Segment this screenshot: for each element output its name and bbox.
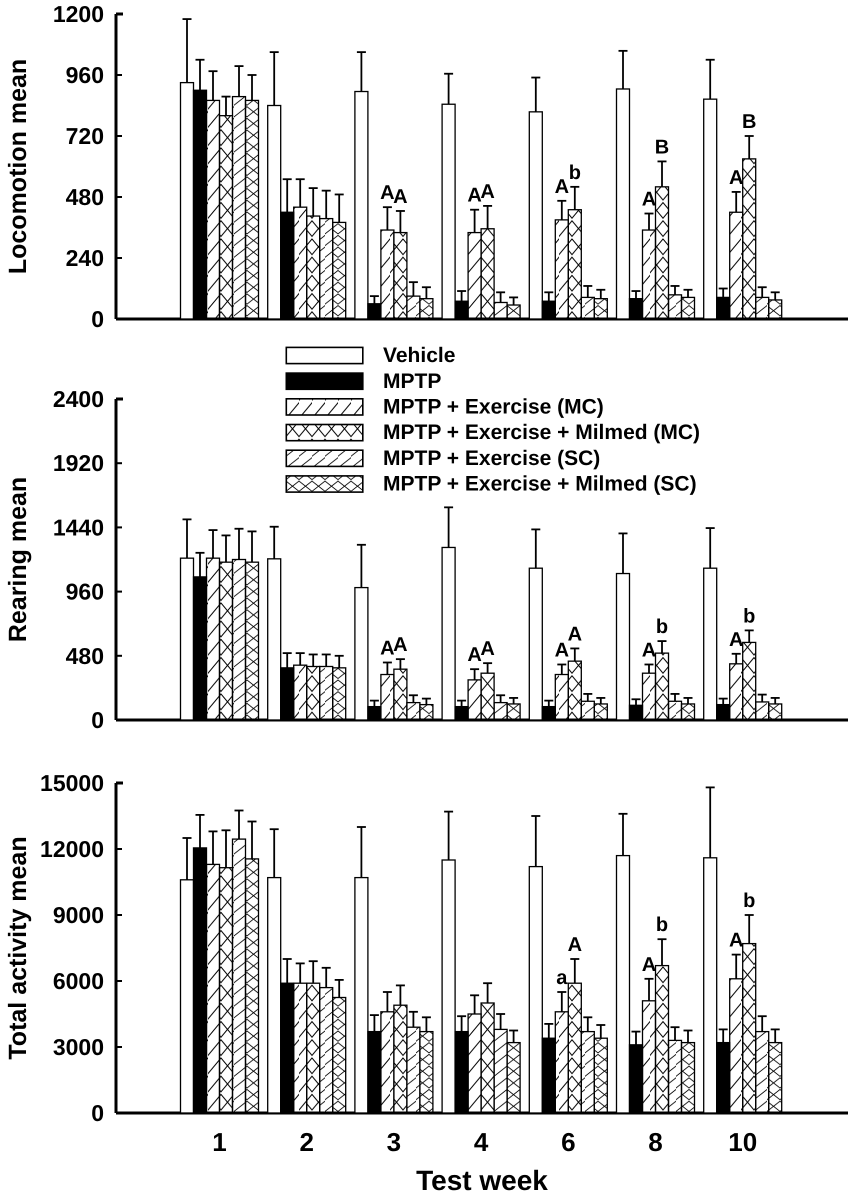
- svg-text:A: A: [729, 167, 743, 189]
- svg-text:A: A: [568, 934, 582, 956]
- svg-text:0: 0: [91, 306, 104, 332]
- svg-text:15000: 15000: [40, 770, 104, 796]
- svg-text:a: a: [556, 967, 568, 989]
- svg-text:A: A: [480, 638, 494, 660]
- svg-text:b: b: [743, 890, 755, 912]
- svg-text:10: 10: [728, 1127, 757, 1157]
- svg-text:MPTP + Exercise (MC): MPTP + Exercise (MC): [383, 396, 604, 419]
- svg-text:A: A: [642, 639, 656, 661]
- svg-text:B: B: [655, 136, 669, 158]
- svg-text:3000: 3000: [53, 1034, 104, 1060]
- svg-text:240: 240: [66, 245, 104, 271]
- svg-text:6: 6: [561, 1127, 575, 1157]
- svg-text:b: b: [569, 162, 581, 184]
- svg-text:6000: 6000: [53, 968, 104, 994]
- svg-text:b: b: [656, 914, 668, 936]
- svg-text:A: A: [393, 186, 407, 208]
- svg-text:A: A: [555, 176, 569, 198]
- svg-text:A: A: [480, 181, 494, 203]
- svg-text:Vehicle: Vehicle: [383, 344, 455, 367]
- svg-text:A: A: [642, 189, 656, 211]
- svg-text:1440: 1440: [53, 514, 104, 540]
- svg-text:b: b: [743, 605, 755, 627]
- svg-text:4: 4: [474, 1127, 489, 1157]
- svg-text:A: A: [642, 954, 656, 976]
- svg-text:720: 720: [66, 123, 104, 149]
- svg-text:A: A: [568, 623, 582, 645]
- svg-text:A: A: [393, 634, 407, 656]
- svg-text:Locomotion mean: Locomotion mean: [4, 59, 32, 274]
- svg-text:MPTP + Exercise + Milmed (SC): MPTP + Exercise + Milmed (SC): [383, 473, 697, 496]
- svg-text:Rearing mean: Rearing mean: [4, 477, 32, 642]
- svg-text:1200: 1200: [53, 1, 104, 27]
- svg-text:0: 0: [91, 1100, 104, 1126]
- svg-text:480: 480: [66, 184, 104, 210]
- svg-text:1: 1: [212, 1127, 226, 1157]
- svg-text:960: 960: [66, 62, 104, 88]
- svg-text:1920: 1920: [53, 450, 104, 476]
- svg-text:b: b: [656, 616, 668, 638]
- svg-text:B: B: [742, 111, 756, 133]
- svg-text:2400: 2400: [53, 386, 104, 412]
- svg-text:MPTP: MPTP: [383, 370, 441, 393]
- svg-text:A: A: [729, 629, 743, 651]
- svg-text:MPTP + Exercise + Milmed (MC): MPTP + Exercise + Milmed (MC): [383, 421, 700, 444]
- svg-text:3: 3: [387, 1127, 401, 1157]
- svg-text:8: 8: [648, 1127, 662, 1157]
- svg-text:960: 960: [66, 579, 104, 605]
- svg-text:9000: 9000: [53, 902, 104, 928]
- svg-text:Test week: Test week: [416, 1165, 548, 1196]
- svg-text:480: 480: [66, 643, 104, 669]
- svg-text:0: 0: [91, 707, 104, 733]
- svg-text:12000: 12000: [40, 836, 104, 862]
- svg-text:MPTP + Exercise (SC): MPTP + Exercise (SC): [383, 447, 600, 470]
- svg-text:A: A: [729, 930, 743, 952]
- svg-text:Total activity mean: Total activity mean: [4, 836, 32, 1059]
- svg-text:2: 2: [299, 1127, 313, 1157]
